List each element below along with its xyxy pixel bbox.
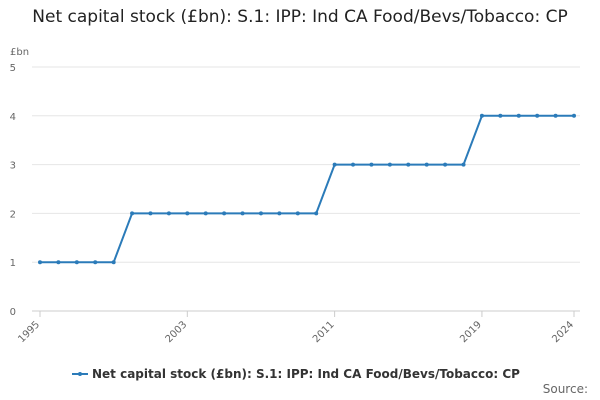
chart-title: Net capital stock (£bn): S.1: IPP: Ind C… bbox=[32, 7, 568, 27]
point bbox=[240, 211, 245, 216]
point bbox=[166, 211, 171, 216]
point bbox=[38, 260, 42, 265]
point bbox=[369, 162, 374, 167]
y-tick-label: 3 bbox=[10, 161, 16, 172]
y-tick-label: 2 bbox=[10, 209, 16, 220]
point bbox=[479, 113, 484, 118]
point bbox=[516, 113, 521, 118]
point bbox=[130, 211, 135, 216]
legend-label: Net capital stock (£bn): S.1: IPP: Ind C… bbox=[92, 367, 520, 381]
point bbox=[387, 162, 392, 167]
point bbox=[111, 260, 116, 265]
point bbox=[295, 211, 300, 216]
point bbox=[406, 162, 411, 167]
y-tick-label: 4 bbox=[10, 112, 16, 123]
point bbox=[258, 211, 263, 216]
point bbox=[148, 211, 153, 216]
point bbox=[93, 260, 98, 265]
x-tick-label: 2003 bbox=[164, 319, 190, 345]
point bbox=[185, 211, 190, 216]
y-tick-label: 1 bbox=[10, 258, 16, 269]
point bbox=[314, 211, 319, 216]
x-tick-label: 2011 bbox=[311, 319, 337, 345]
point bbox=[74, 260, 79, 265]
x-tick-label: 2024 bbox=[550, 319, 576, 345]
series-line bbox=[40, 114, 574, 264]
legend-marker bbox=[78, 372, 82, 376]
point bbox=[351, 162, 356, 167]
point bbox=[553, 113, 558, 118]
point bbox=[424, 162, 429, 167]
y-tick-label: 0 bbox=[10, 307, 16, 318]
point bbox=[443, 162, 448, 167]
x-tick-label: 1995 bbox=[16, 319, 42, 345]
point bbox=[572, 113, 576, 118]
y-axis-label: £bn bbox=[10, 47, 29, 58]
point bbox=[332, 162, 337, 167]
y-tick-label: 5 bbox=[10, 63, 16, 74]
source: Source: bbox=[543, 382, 588, 396]
point bbox=[222, 211, 227, 216]
point bbox=[277, 211, 282, 216]
x-tick-label: 2019 bbox=[458, 319, 484, 345]
point bbox=[461, 162, 466, 167]
point bbox=[203, 211, 208, 216]
point bbox=[56, 260, 61, 265]
point bbox=[498, 113, 503, 118]
point bbox=[535, 113, 540, 118]
